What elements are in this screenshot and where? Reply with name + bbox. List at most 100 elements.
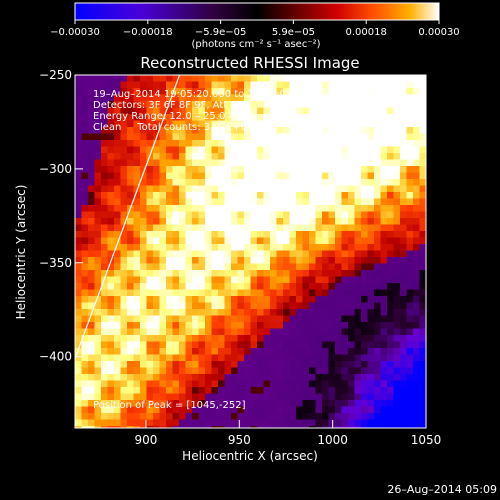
- heatmap-cell: [270, 387, 277, 394]
- heatmap-cell: [133, 88, 141, 95]
- heatmap-cell: [127, 426, 134, 428]
- heatmap-cell: [231, 328, 238, 336]
- heatmap-cell: [198, 224, 206, 232]
- heatmap-cell: [367, 127, 375, 134]
- heatmap-cell: [361, 276, 368, 284]
- heatmap-cell: [348, 88, 355, 95]
- heatmap-cell: [322, 341, 329, 349]
- heatmap-cell: [179, 94, 186, 102]
- heatmap-cell: [237, 315, 245, 323]
- heatmap-cell: [211, 289, 219, 297]
- heatmap-cell: [309, 302, 316, 310]
- heatmap-cell: [315, 237, 323, 245]
- heatmap-cell: [400, 107, 407, 115]
- heatmap-cell: [393, 198, 401, 206]
- heatmap-cell: [335, 302, 342, 310]
- heatmap-cell: [374, 224, 381, 232]
- heatmap-cell: [374, 374, 381, 381]
- heatmap-cell: [205, 263, 212, 271]
- heatmap-cell: [114, 426, 121, 428]
- heatmap-cell: [296, 231, 303, 238]
- heatmap-cell: [146, 263, 154, 271]
- heatmap-cell: [224, 107, 232, 115]
- heatmap-cell: [387, 289, 394, 297]
- heatmap-cell: [81, 263, 89, 271]
- heatmap-cell: [237, 81, 245, 89]
- heatmap-cell: [94, 250, 102, 258]
- heatmap-cell: [348, 348, 355, 355]
- heatmap-cell: [166, 224, 173, 232]
- heatmap-cell: [315, 185, 323, 193]
- heatmap-cell: [335, 185, 342, 193]
- heatmap-cell: [354, 211, 362, 219]
- heatmap-cell: [341, 205, 349, 212]
- heatmap-cell: [348, 185, 355, 193]
- heatmap-cell: [387, 257, 394, 264]
- heatmap-cell: [172, 166, 180, 173]
- heatmap-cell: [335, 276, 342, 284]
- heatmap-cell: [341, 335, 349, 342]
- heatmap-cell: [296, 192, 303, 199]
- heatmap-cell: [198, 380, 206, 388]
- heatmap-cell: [153, 244, 160, 251]
- heatmap-cell: [237, 159, 245, 167]
- heatmap-cell: [296, 426, 303, 428]
- heatmap-cell: [276, 263, 284, 271]
- heatmap-cell: [341, 179, 349, 186]
- heatmap-cell: [335, 354, 342, 362]
- heatmap-cell: [172, 192, 180, 199]
- heatmap-cell: [244, 309, 251, 316]
- heatmap-cell: [198, 88, 206, 95]
- heatmap-cell: [133, 205, 141, 212]
- heatmap-cell: [328, 101, 336, 108]
- heatmap-cell: [81, 244, 89, 251]
- heatmap-cell: [302, 257, 310, 264]
- heatmap-cell: [179, 387, 186, 394]
- heatmap-cell: [94, 153, 102, 160]
- heatmap-cell: [387, 387, 394, 394]
- heatmap-cell: [413, 88, 420, 95]
- heatmap-cell: [380, 250, 388, 258]
- heatmap-cell: [315, 81, 323, 89]
- heatmap-cell: [289, 348, 297, 355]
- heatmap-cell: [387, 75, 394, 82]
- heatmap-cell: [81, 354, 89, 362]
- heatmap-cell: [153, 250, 160, 258]
- heatmap-cell: [250, 146, 258, 154]
- heatmap-cell: [361, 270, 368, 277]
- heatmap-cell: [309, 198, 316, 206]
- heatmap-cell: [88, 296, 95, 303]
- heatmap-cell: [205, 419, 212, 427]
- heatmap-cell: [140, 107, 147, 115]
- heatmap-cell: [348, 367, 355, 375]
- heatmap-cell: [140, 426, 147, 428]
- heatmap-cell: [341, 250, 349, 258]
- heatmap-cell: [114, 315, 121, 323]
- heatmap-cell: [367, 361, 375, 368]
- heatmap-cell: [322, 211, 329, 219]
- heatmap-cell: [257, 328, 264, 336]
- heatmap-cell: [328, 276, 336, 284]
- heatmap-cell: [393, 224, 401, 232]
- heatmap-cell: [341, 224, 349, 232]
- heatmap-cell: [133, 237, 141, 245]
- heatmap-cell: [237, 426, 245, 428]
- heatmap-cell: [166, 328, 173, 336]
- heatmap-cell: [413, 413, 420, 420]
- heatmap-cell: [198, 289, 206, 297]
- heatmap-cell: [166, 244, 173, 251]
- heatmap-cell: [205, 114, 212, 121]
- heatmap-cell: [244, 387, 251, 394]
- heatmap-cell: [231, 192, 238, 199]
- heatmap-cell: [406, 302, 414, 310]
- heatmap-cell: [120, 250, 128, 258]
- heatmap-cell: [257, 133, 264, 141]
- heatmap-cell: [328, 218, 336, 225]
- heatmap-cell: [289, 257, 297, 264]
- heatmap-cell: [192, 250, 199, 258]
- heatmap-cell: [283, 166, 290, 173]
- heatmap-cell: [413, 127, 420, 134]
- heatmap-cell: [354, 322, 362, 329]
- heatmap-cell: [224, 309, 232, 316]
- heatmap-cell: [322, 114, 329, 121]
